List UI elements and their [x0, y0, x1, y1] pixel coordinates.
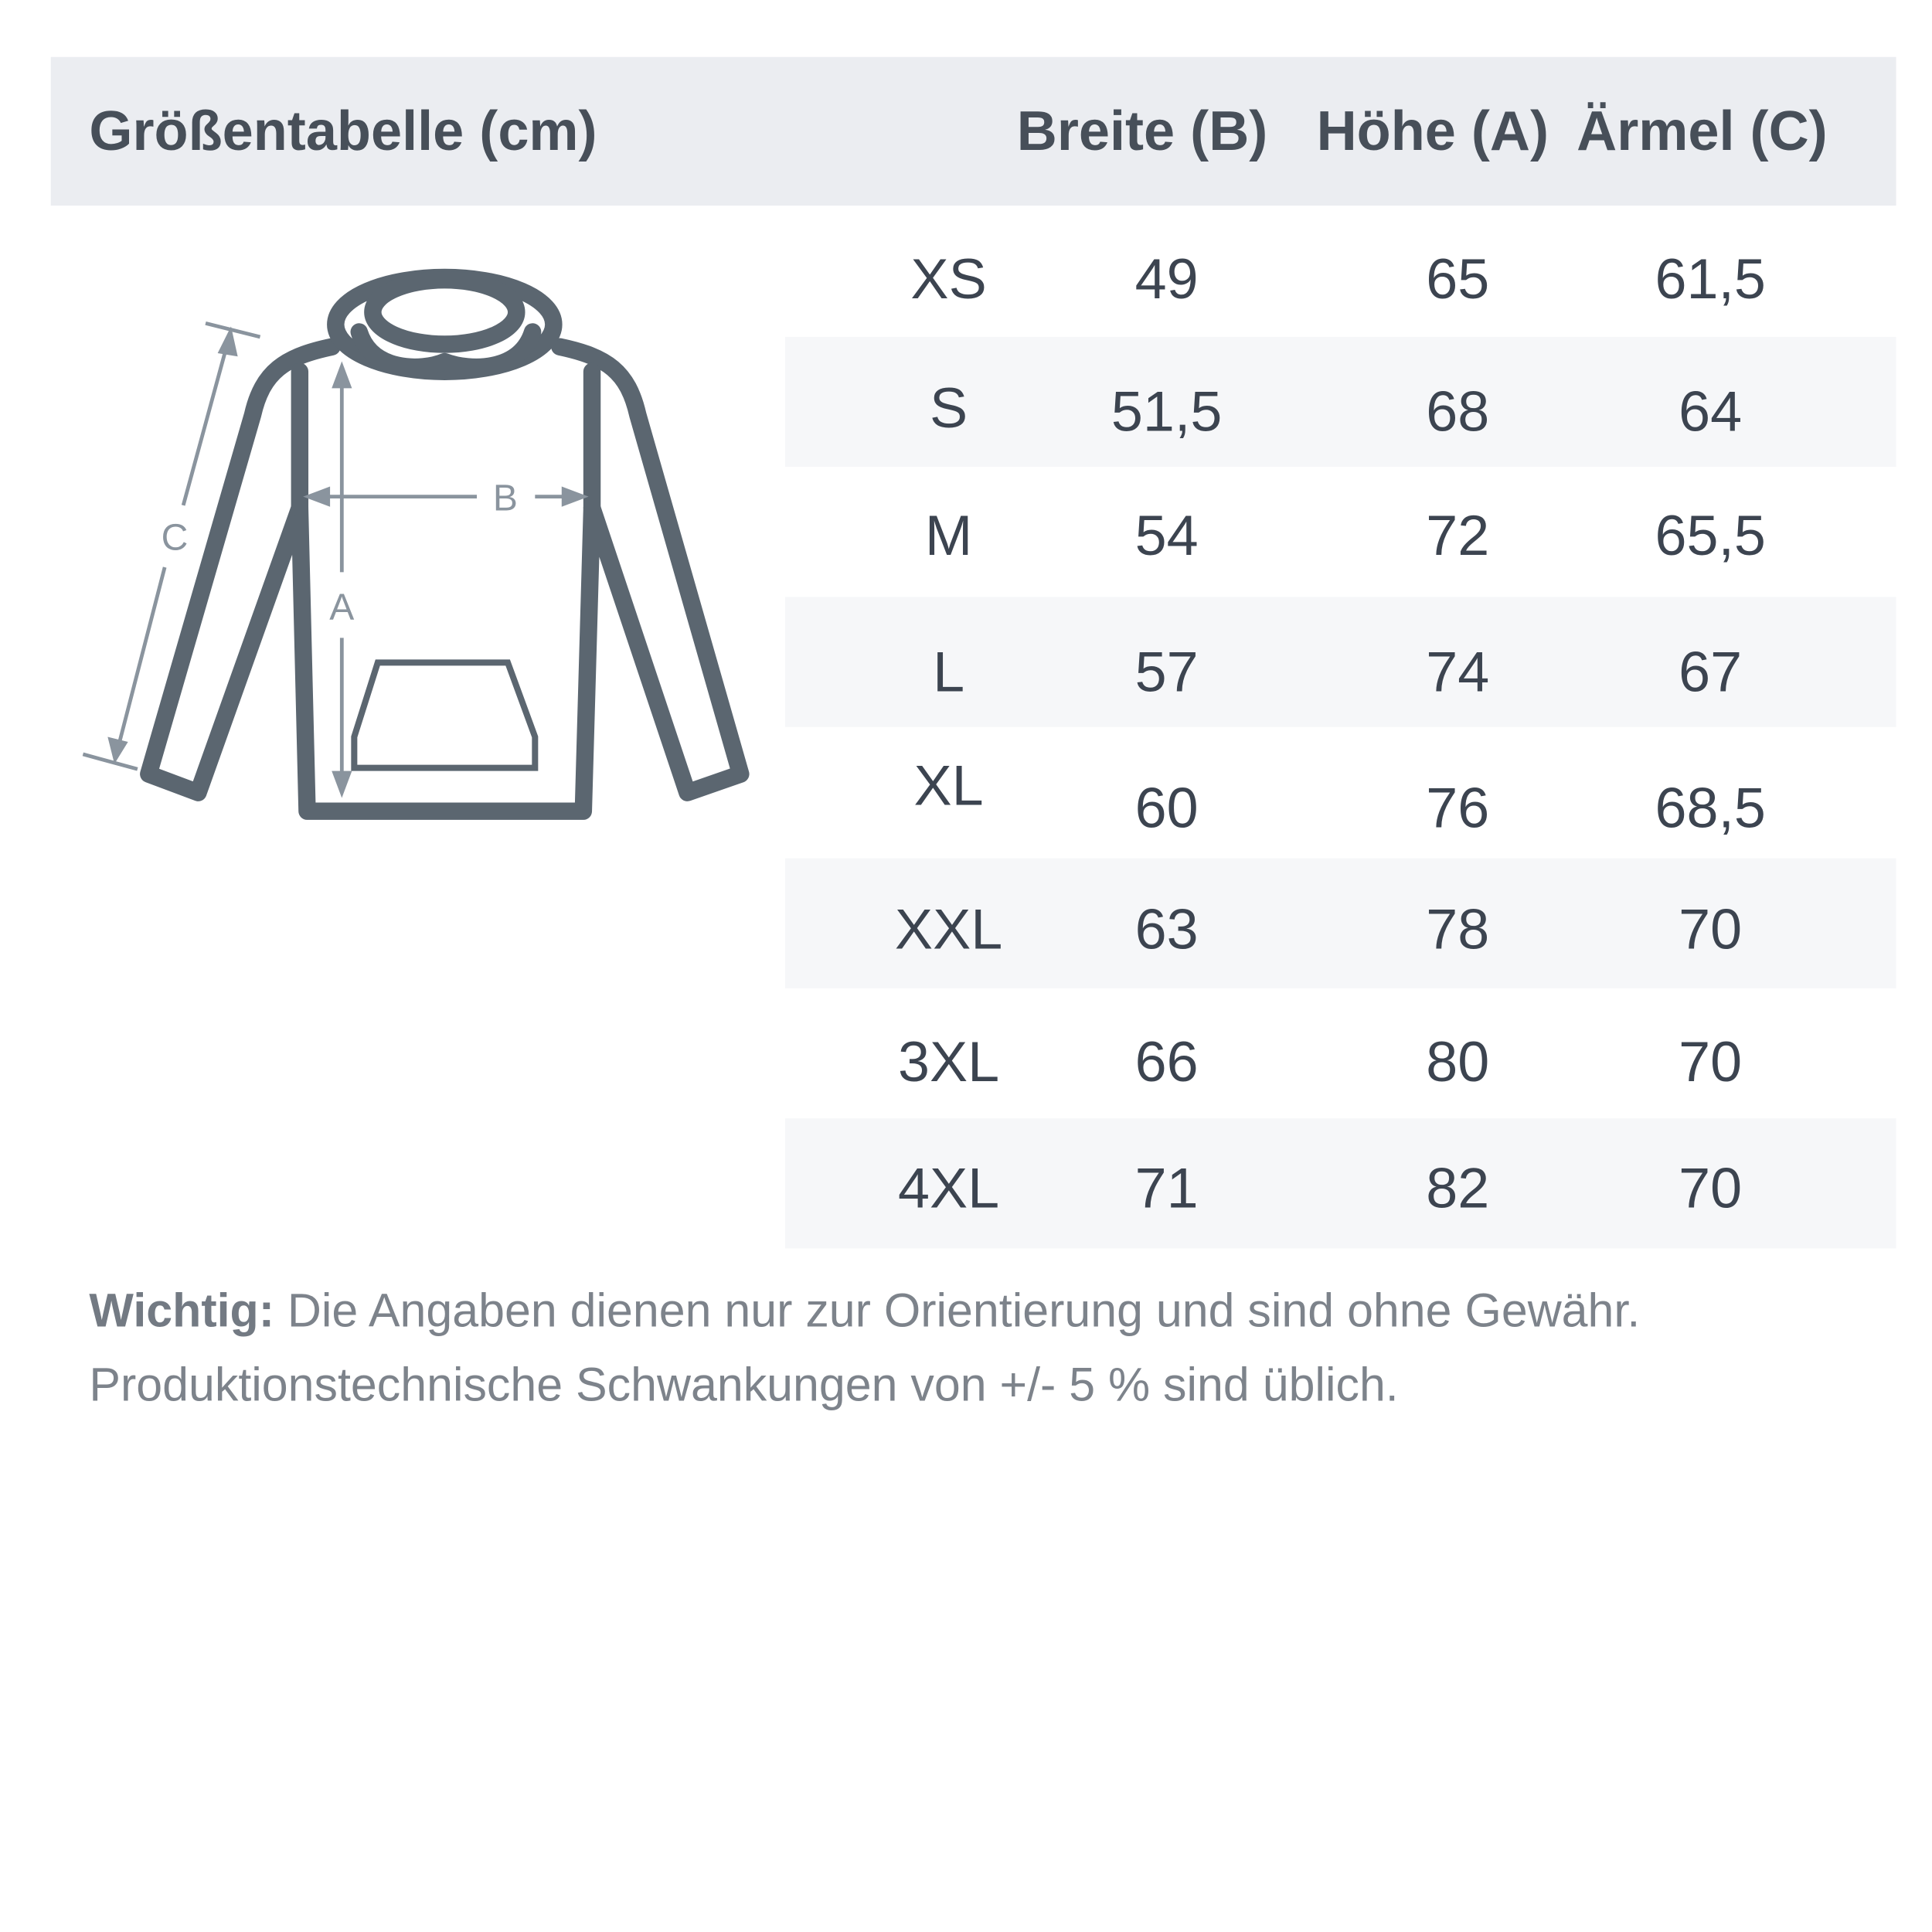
row-stripe — [785, 1118, 1896, 1249]
size-value-a: 78 — [1426, 896, 1490, 961]
size-value-c: 70 — [1679, 1029, 1743, 1094]
column-header-width: Breite (B) — [1016, 99, 1268, 162]
size-value-c: 64 — [1679, 379, 1743, 444]
size-value-b: 49 — [1134, 246, 1199, 311]
size-value-b: 60 — [1134, 775, 1199, 840]
size-label: XS — [910, 246, 987, 311]
size-value-a: 80 — [1426, 1029, 1490, 1094]
note-line-1: Wichtig: Die Angaben dienen nur zur Orie… — [89, 1285, 1640, 1338]
size-label: XXL — [894, 896, 1003, 961]
note-label: Wichtig: — [89, 1285, 275, 1338]
size-label: M — [924, 502, 973, 567]
size-value-c: 70 — [1679, 896, 1743, 961]
size-value-b: 63 — [1134, 896, 1199, 961]
page-title: Größentabelle (cm) — [89, 99, 597, 162]
size-label: 3XL — [897, 1029, 1000, 1094]
size-value-a: 72 — [1426, 502, 1490, 567]
pocket-icon — [351, 659, 539, 771]
size-value-c: 65,5 — [1655, 502, 1766, 567]
size-label: XL — [913, 753, 984, 818]
size-value-b: 54 — [1134, 502, 1199, 567]
size-value-c: 70 — [1679, 1155, 1743, 1220]
size-value-b: 66 — [1134, 1029, 1199, 1094]
label-c: C — [162, 517, 189, 559]
row-stripe — [785, 858, 1896, 988]
note-line-2: Produktionstechnische Schwankungen von +… — [89, 1359, 1399, 1412]
table-header — [50, 56, 1896, 206]
size-label: 4XL — [897, 1155, 1000, 1220]
label-b: B — [493, 477, 518, 519]
size-value-a: 65 — [1426, 246, 1490, 311]
note-text: Die Angaben dienen nur zur Orientierung … — [274, 1285, 1641, 1338]
size-value-b: 71 — [1134, 1155, 1199, 1220]
row-stripe — [785, 336, 1896, 468]
size-value-a: 76 — [1426, 775, 1490, 840]
size-label: S — [930, 375, 968, 440]
size-value-a: 74 — [1426, 638, 1490, 704]
label-a: A — [329, 586, 354, 628]
column-header-sleeve: Ärmel (C) — [1577, 99, 1828, 162]
size-value-b: 57 — [1134, 638, 1199, 704]
size-value-c: 61,5 — [1655, 246, 1766, 311]
hoodie-outline-icon — [140, 268, 750, 820]
row-stripe — [785, 597, 1896, 727]
size-value-a: 82 — [1426, 1155, 1490, 1220]
size-label: L — [933, 638, 965, 704]
size-value-c: 68,5 — [1655, 775, 1766, 840]
size-value-c: 67 — [1679, 638, 1743, 704]
size-value-a: 68 — [1426, 379, 1490, 444]
size-value-b: 51,5 — [1111, 379, 1223, 444]
measure-lines — [82, 321, 589, 798]
column-header-height: Höhe (A) — [1316, 99, 1549, 162]
